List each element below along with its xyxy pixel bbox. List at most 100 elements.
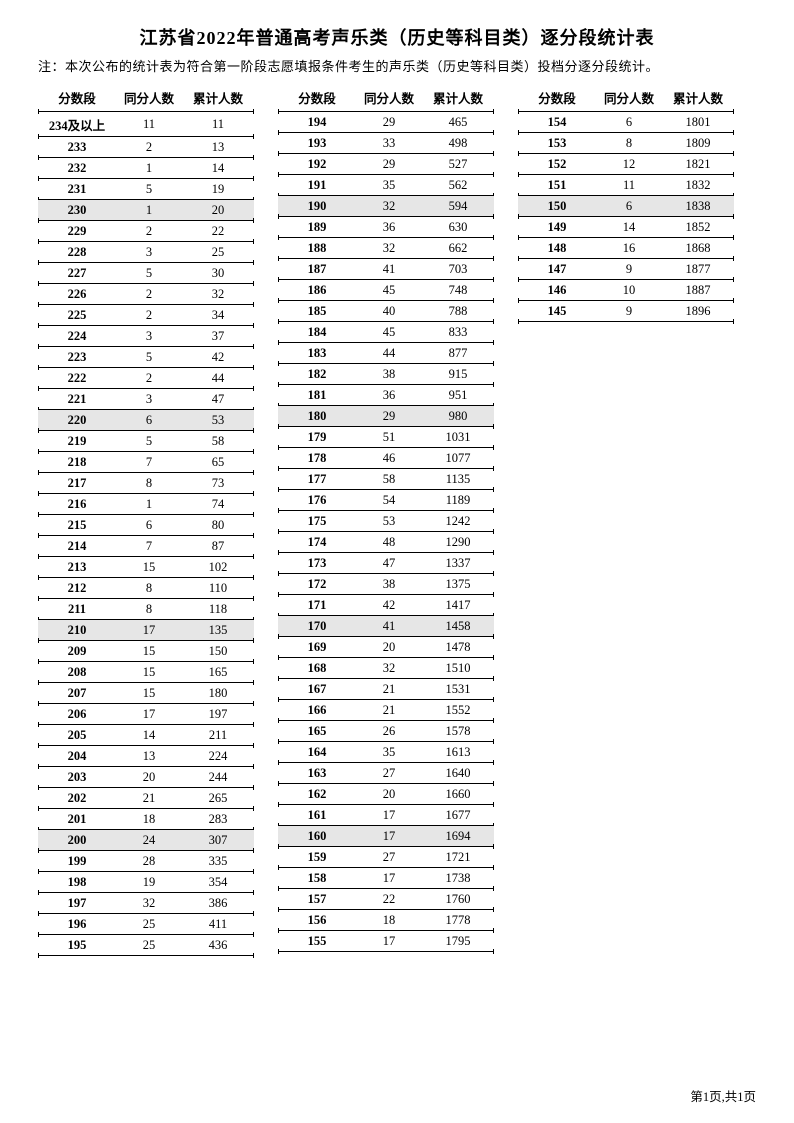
table-row: 15461801 — [518, 112, 734, 133]
cell-cum: 1832 — [662, 175, 734, 196]
score-table-2: 分数段 同分人数 累计人数 19429465193334981922952719… — [278, 85, 494, 952]
cell-score: 228 — [38, 242, 116, 263]
cell-cum: 1578 — [422, 721, 494, 742]
cell-cum: 1417 — [422, 595, 494, 616]
cell-count: 15 — [116, 683, 182, 704]
cell-cum: 594 — [422, 196, 494, 217]
cell-score: 174 — [278, 532, 356, 553]
cell-cum: 354 — [182, 872, 254, 893]
cell-score: 184 — [278, 322, 356, 343]
cell-score: 175 — [278, 511, 356, 532]
cell-score: 211 — [38, 599, 116, 620]
cell-count: 22 — [356, 889, 422, 910]
cell-count: 25 — [116, 935, 182, 956]
th-count: 同分人数 — [116, 85, 182, 112]
cell-score: 226 — [38, 284, 116, 305]
cell-count: 51 — [356, 427, 422, 448]
cell-score: 218 — [38, 452, 116, 473]
page-footer: 第1页,共1页 — [690, 1086, 756, 1105]
cell-count: 11 — [596, 175, 662, 196]
cell-cum: 527 — [422, 154, 494, 175]
table-row: 166211552 — [278, 700, 494, 721]
tbody-2: 1942946519333498192295271913556219032594… — [278, 112, 494, 952]
cell-score: 202 — [38, 788, 116, 809]
table-row: 215680 — [38, 515, 254, 536]
cell-score: 164 — [278, 742, 356, 763]
table-row: 178461077 — [278, 448, 494, 469]
cell-score: 176 — [278, 490, 356, 511]
cell-score: 232 — [38, 158, 116, 179]
cell-cum: 197 — [182, 704, 254, 725]
cell-score: 194 — [278, 112, 356, 133]
cell-cum: 1821 — [662, 154, 734, 175]
cell-cum: 14 — [182, 158, 254, 179]
cell-score: 199 — [38, 851, 116, 872]
cell-count: 18 — [116, 809, 182, 830]
cell-count: 14 — [116, 725, 182, 746]
cell-count: 5 — [116, 431, 182, 452]
table-row: 18238915 — [278, 364, 494, 385]
table-row: 152121821 — [518, 154, 734, 175]
cell-score: 151 — [518, 175, 596, 196]
cell-score: 210 — [38, 620, 116, 641]
cell-cum: 307 — [182, 830, 254, 851]
cell-score: 197 — [38, 893, 116, 914]
cell-count: 3 — [116, 389, 182, 410]
table-row: 234及以上1111 — [38, 112, 254, 137]
cell-count: 2 — [116, 305, 182, 326]
cell-count: 21 — [356, 679, 422, 700]
cell-count: 6 — [596, 196, 662, 217]
cell-score: 181 — [278, 385, 356, 406]
cell-cum: 80 — [182, 515, 254, 536]
cell-score: 167 — [278, 679, 356, 700]
cell-count: 14 — [596, 217, 662, 238]
table-row: 163271640 — [278, 763, 494, 784]
cell-cum: 1478 — [422, 637, 494, 658]
cell-score: 207 — [38, 683, 116, 704]
table-row: 222244 — [38, 368, 254, 389]
cell-count: 17 — [356, 931, 422, 952]
cell-score: 219 — [38, 431, 116, 452]
cell-count: 48 — [356, 532, 422, 553]
table-row: 19819354 — [38, 872, 254, 893]
cell-score: 198 — [38, 872, 116, 893]
table-row: 18540788 — [278, 301, 494, 322]
cell-count: 41 — [356, 616, 422, 637]
cell-cum: 1290 — [422, 532, 494, 553]
cell-score: 227 — [38, 263, 116, 284]
table-row: 18136951 — [278, 385, 494, 406]
table-row: 19229527 — [278, 154, 494, 175]
cell-count: 41 — [356, 259, 422, 280]
cell-cum: 25 — [182, 242, 254, 263]
cell-count: 26 — [356, 721, 422, 742]
cell-cum: 73 — [182, 473, 254, 494]
cell-cum: 1868 — [662, 238, 734, 259]
cell-count: 54 — [356, 490, 422, 511]
cell-score: 231 — [38, 179, 116, 200]
cell-cum: 1189 — [422, 490, 494, 511]
cell-score: 168 — [278, 658, 356, 679]
cell-count: 3 — [116, 326, 182, 347]
cell-cum: 703 — [422, 259, 494, 280]
cell-score: 177 — [278, 469, 356, 490]
cell-score: 172 — [278, 574, 356, 595]
cell-count: 53 — [356, 511, 422, 532]
table-row: 160171694 — [278, 826, 494, 847]
cell-score: 162 — [278, 784, 356, 805]
table-row: 225234 — [38, 305, 254, 326]
table-row: 18741703 — [278, 259, 494, 280]
cell-count: 27 — [356, 763, 422, 784]
cell-count: 17 — [356, 805, 422, 826]
cell-score: 223 — [38, 347, 116, 368]
table-row: 156181778 — [278, 910, 494, 931]
table-row: 173471337 — [278, 553, 494, 574]
cell-score: 169 — [278, 637, 356, 658]
table-row: 171421417 — [278, 595, 494, 616]
cell-cum: 1896 — [662, 301, 734, 322]
cell-count: 12 — [596, 154, 662, 175]
cell-count: 27 — [356, 847, 422, 868]
cell-count: 13 — [116, 746, 182, 767]
th-cum: 累计人数 — [182, 85, 254, 112]
cell-score: 203 — [38, 767, 116, 788]
cell-count: 2 — [116, 137, 182, 158]
